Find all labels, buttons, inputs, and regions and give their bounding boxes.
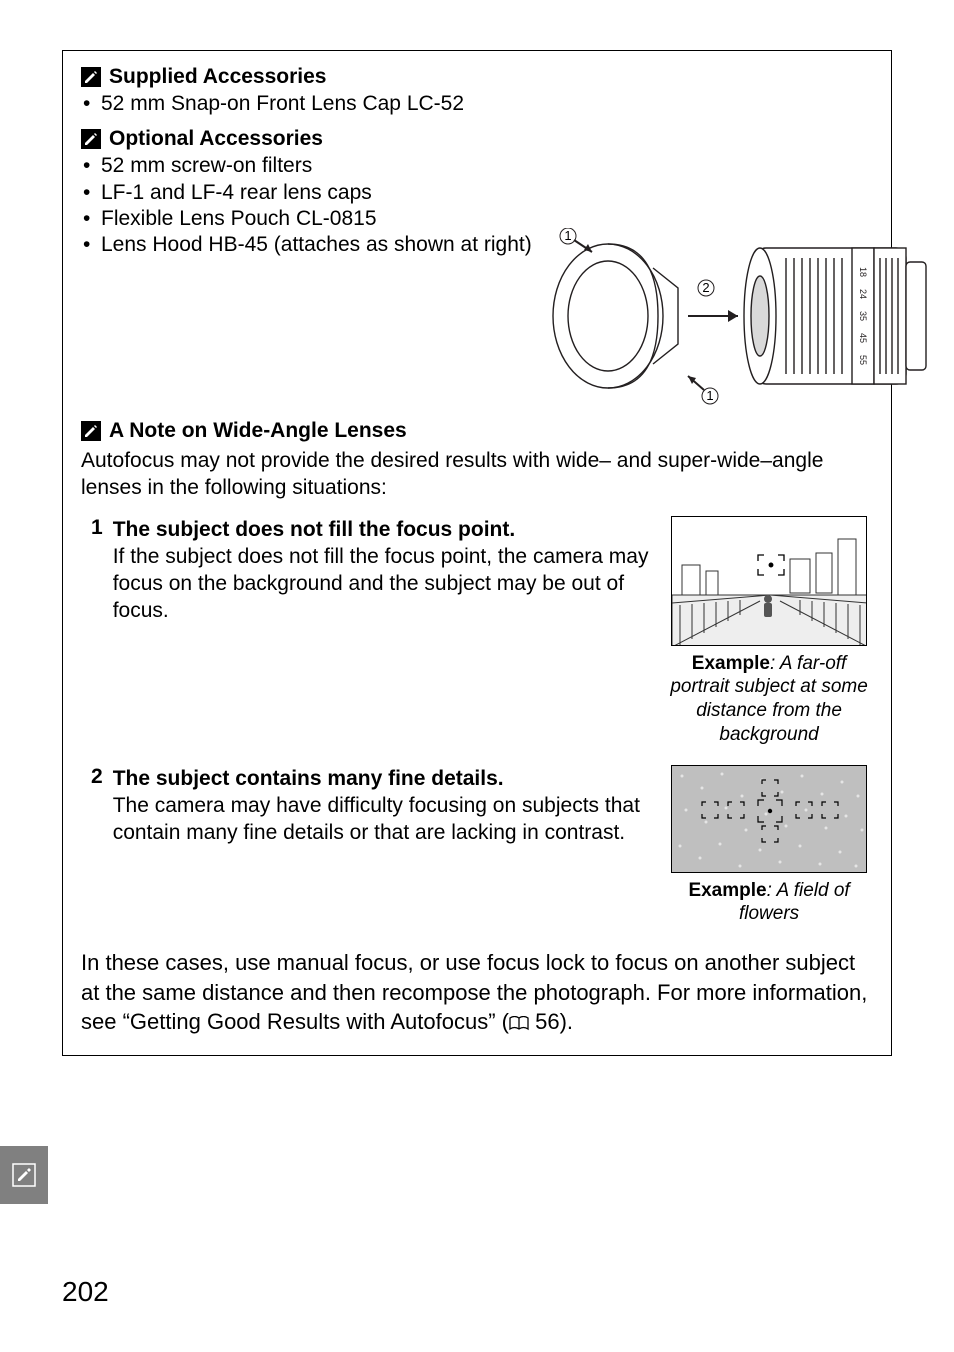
closing-paragraph: In these cases, use manual focus, or use…	[81, 948, 873, 1037]
figure-2-caption: Example: A field of flowers	[665, 879, 873, 927]
example-label-2: Example	[688, 880, 766, 901]
callout-1b: 1	[706, 388, 713, 403]
num-1: 1	[81, 516, 103, 540]
figure-1-caption: Example: A far-off portrait subject at s…	[665, 652, 873, 747]
figure-1: Example: A far-off portrait subject at s…	[665, 516, 873, 747]
focal-45: 45	[858, 333, 868, 343]
optional-list: 52 mm screw-on filters LF-1 and LF-4 rea…	[81, 153, 873, 232]
book-open-icon	[509, 1016, 529, 1031]
point2-body: The camera may have difficulty focusing …	[113, 792, 655, 847]
section-note-head: A Note on Wide-Angle Lenses	[81, 419, 873, 443]
pencil-icon	[81, 129, 101, 149]
focal-18: 18	[858, 267, 868, 277]
section-supplied-head: Supplied Accessories	[81, 65, 873, 89]
point1-body: If the subject does not fill the focus p…	[113, 543, 655, 625]
pencil-icon	[81, 67, 101, 87]
list-item: Flexible Lens Pouch CL-0815	[83, 206, 873, 232]
focal-55: 55	[858, 355, 868, 365]
supplied-list: 52 mm Snap-on Front Lens Cap LC-52	[81, 91, 873, 117]
side-tab	[0, 1146, 48, 1204]
num-2: 2	[81, 765, 103, 927]
list-item: 52 mm Snap-on Front Lens Cap LC-52	[83, 91, 873, 117]
note-title: A Note on Wide-Angle Lenses	[109, 419, 407, 443]
lens-hood-diagram: 1 2 1	[538, 228, 938, 413]
optional-title: Optional Accessories	[109, 127, 323, 151]
figure-1-image	[671, 516, 867, 646]
notes-tab-icon	[11, 1162, 37, 1188]
lens-diagram-svg: 1 2 1	[538, 228, 938, 413]
list-item: LF-1 and LF-4 rear lens caps	[83, 180, 873, 206]
list-item: Lens Hood HB-45 (attaches as shown at ri…	[83, 232, 532, 258]
page-content: Supplied Accessories 52 mm Snap-on Front…	[62, 50, 892, 1056]
pencil-icon	[81, 421, 101, 441]
list-item: 52 mm screw-on filters	[83, 153, 873, 179]
point2-title: The subject contains many fine details.	[113, 765, 655, 792]
example-label: Example	[692, 653, 770, 674]
figure-2: Example: A field of flowers	[665, 765, 873, 927]
hood-row: Lens Hood HB-45 (attaches as shown at ri…	[81, 232, 873, 413]
content-box: Supplied Accessories 52 mm Snap-on Front…	[62, 50, 892, 1056]
focal-35: 35	[858, 311, 868, 321]
point1-title: The subject does not fill the focus poin…	[113, 516, 655, 543]
supplied-title: Supplied Accessories	[109, 65, 326, 89]
closing-part1: In these cases, use manual focus, or use…	[81, 950, 867, 1034]
numbered-item-1: 1 The subject does not fill the focus po…	[81, 516, 873, 747]
page-number: 202	[62, 1276, 109, 1308]
closing-pageref: 56).	[529, 1009, 573, 1034]
focal-24: 24	[858, 289, 868, 299]
figure-2-image	[671, 765, 867, 873]
callout-2: 2	[702, 280, 709, 295]
numbered-item-2: 2 The subject contains many fine details…	[81, 765, 873, 927]
section-optional-head: Optional Accessories	[81, 127, 873, 151]
note-intro: Autofocus may not provide the desired re…	[81, 447, 873, 502]
